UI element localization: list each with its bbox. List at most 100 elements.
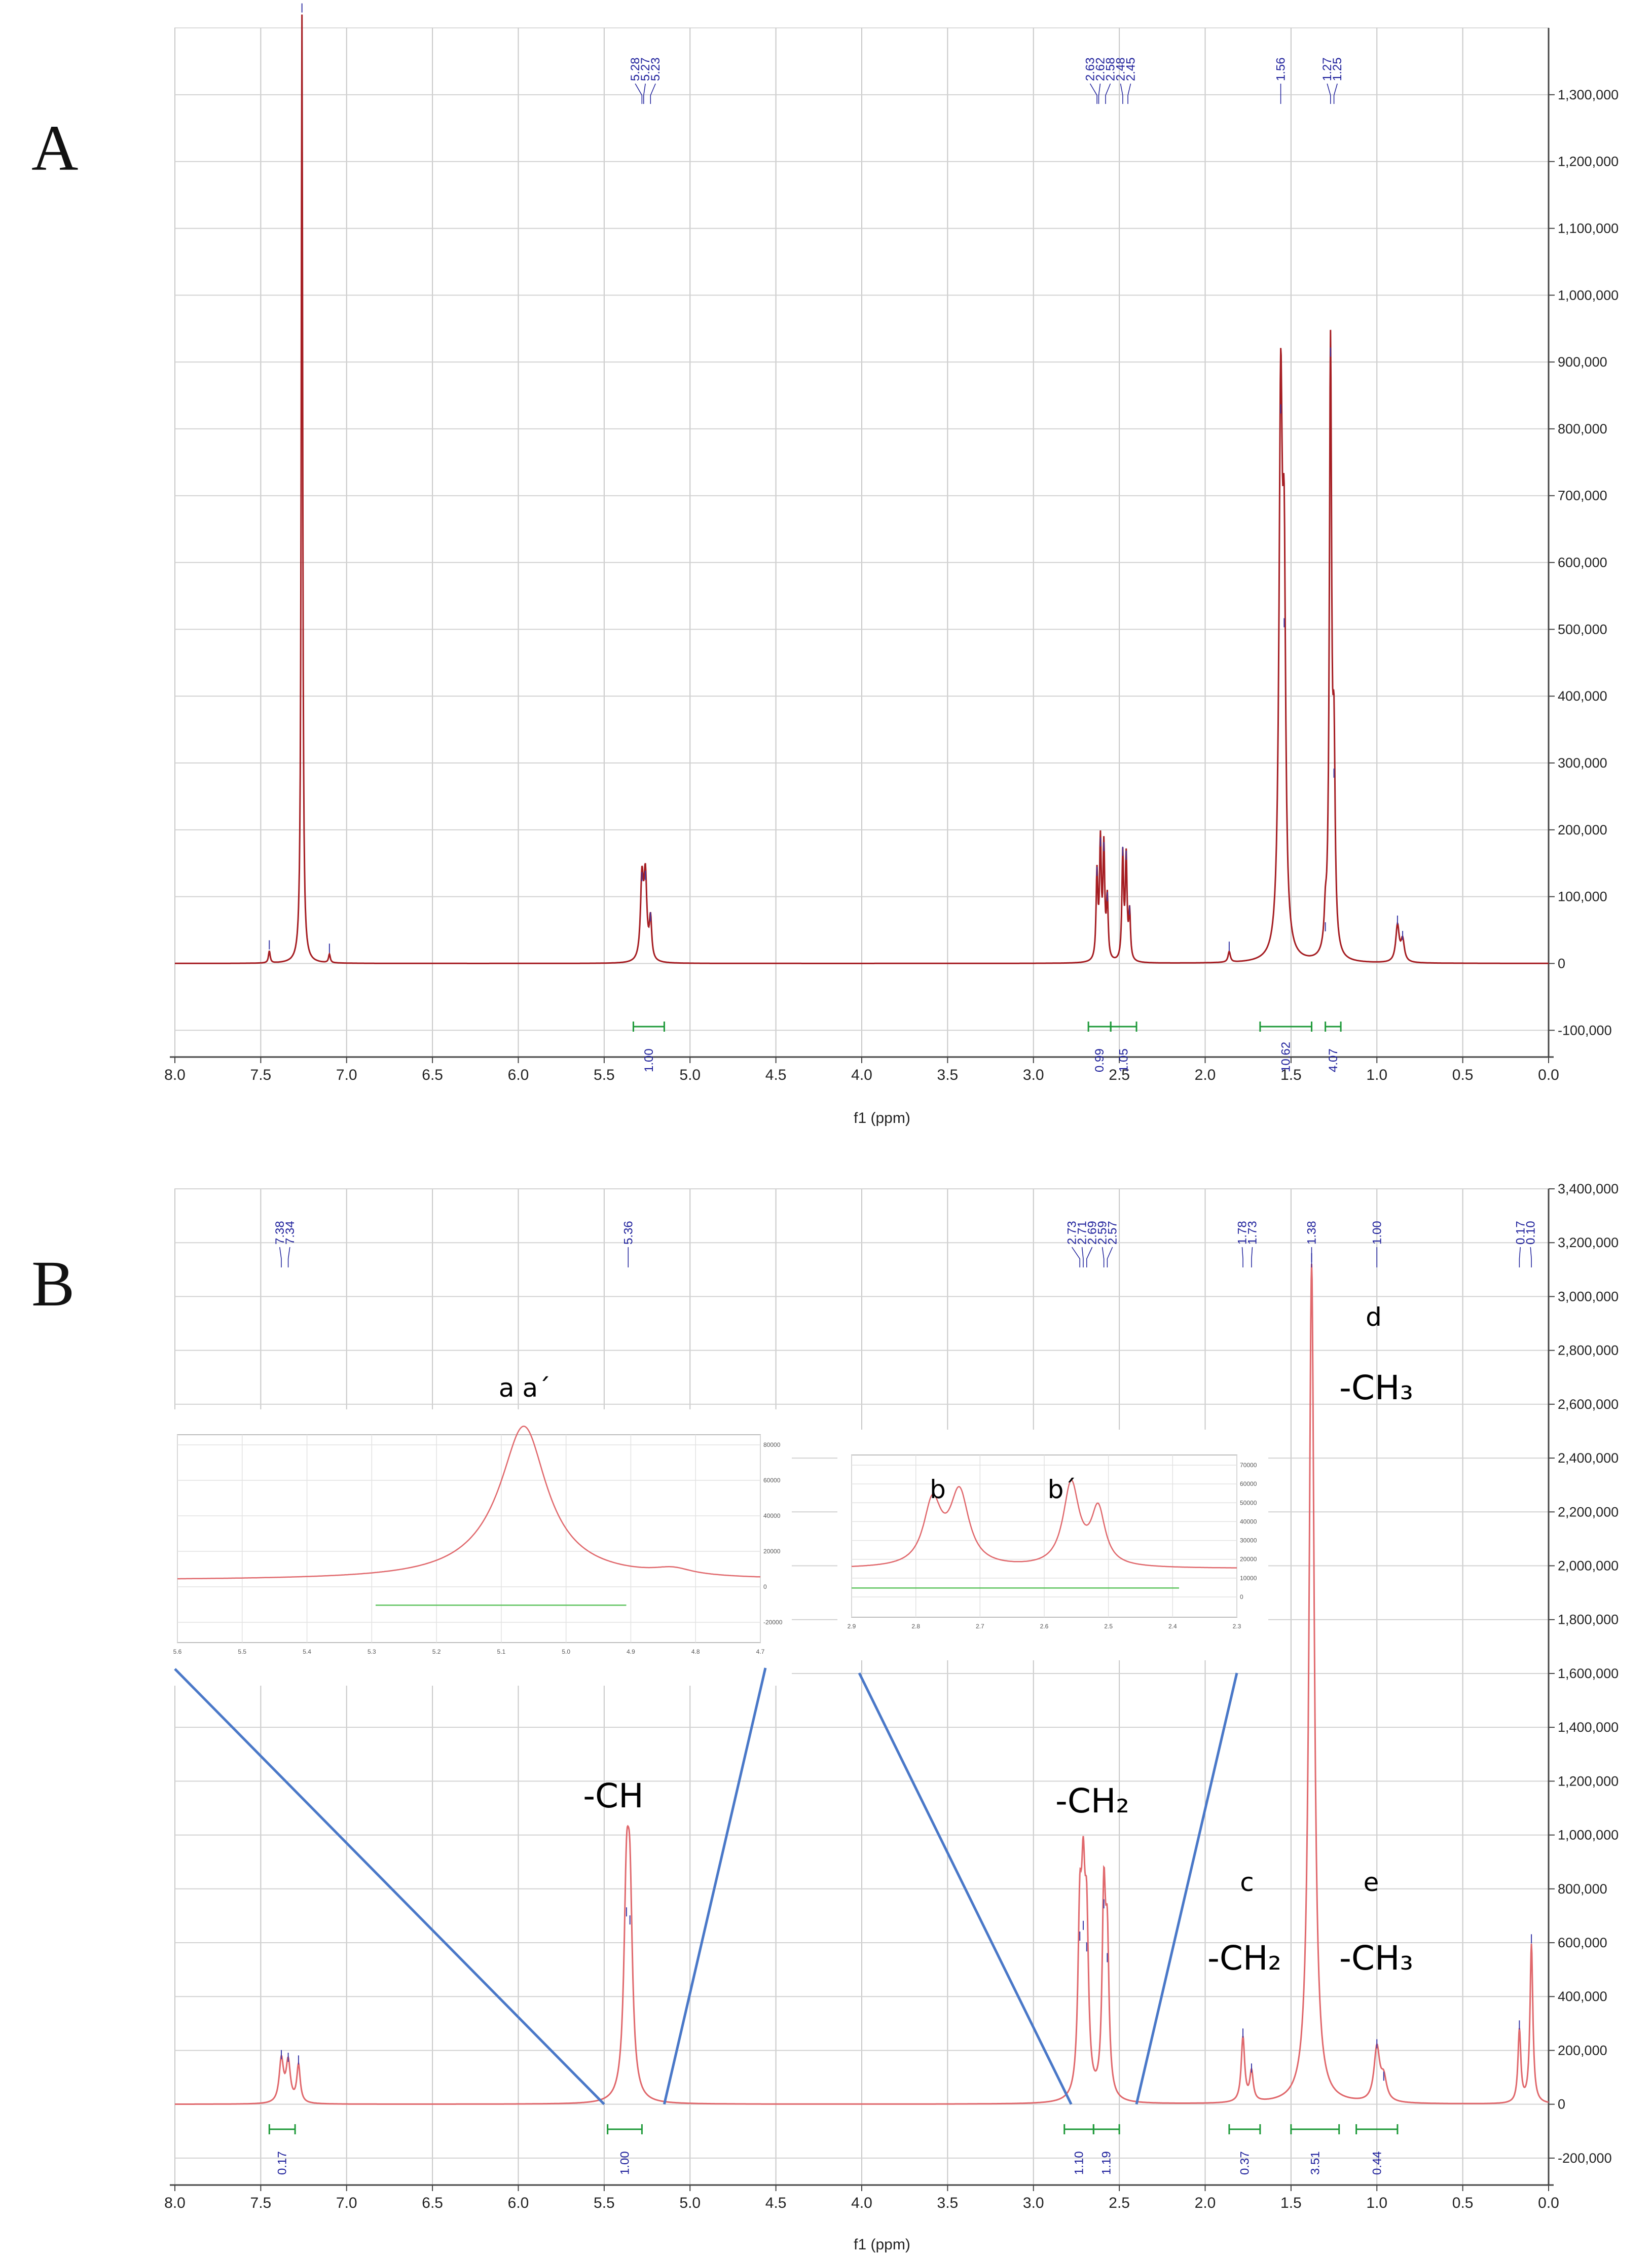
y-tick-label: 900,000	[1558, 354, 1607, 370]
x-tick-label: 4.5	[765, 1067, 787, 1083]
inset-y-tick: 60000	[1240, 1480, 1257, 1487]
c-label: c	[1240, 1868, 1254, 1897]
inset-y-tick: 80000	[763, 1441, 781, 1448]
integral-value: 1.19	[1100, 2151, 1114, 2175]
inset-x-tick: 5.1	[497, 1648, 506, 1655]
peak-label: 2.71	[1076, 1221, 1089, 1245]
x-tick-label: 8.0	[164, 2195, 186, 2211]
peak-leader	[1327, 83, 1331, 104]
inset-x-tick: 4.9	[627, 1648, 635, 1655]
x-tick-label: 2.5	[1109, 2195, 1130, 2211]
y-tick-label: 0	[1558, 2097, 1565, 2112]
peak-label: 1.25	[1331, 57, 1344, 81]
y-tick-label: 400,000	[1558, 688, 1607, 704]
peak-leader	[287, 1247, 290, 1267]
y-tick-label: 3,400,000	[1558, 1181, 1619, 1196]
e-label: e	[1364, 1868, 1379, 1897]
peak-label: 2.48	[1114, 57, 1128, 81]
x-axis-label-a: f1 (ppm)	[854, 1110, 910, 1126]
y-tick-label: 200,000	[1558, 2043, 1607, 2058]
inset-x-tick: 5.2	[432, 1648, 441, 1655]
peak-label: 2.57	[1106, 1221, 1120, 1245]
inset-x-tick: 2.8	[911, 1623, 920, 1630]
integral-value: 0.37	[1238, 2151, 1252, 2175]
peak-leader	[1519, 1247, 1521, 1267]
integral-value: 0.44	[1370, 2151, 1384, 2175]
peak-label: 2.58	[1104, 57, 1118, 81]
x-tick-label: 3.5	[937, 1067, 959, 1083]
peak-leader	[1333, 83, 1338, 104]
b-label: b	[930, 1475, 946, 1504]
x-tick-label: 3.0	[1023, 2195, 1044, 2211]
x-tick-label: 8.0	[164, 1067, 186, 1083]
peak-leader	[1105, 83, 1111, 104]
peak-leader	[1086, 1247, 1093, 1267]
x-tick-label: 1.0	[1366, 1067, 1387, 1083]
x-tick-label: 2.0	[1195, 2195, 1216, 2211]
x-tick-label: 1.5	[1280, 2195, 1302, 2211]
inset-y-tick: 20000	[1240, 1556, 1257, 1563]
x-tick-label: 0.0	[1538, 2195, 1559, 2211]
x-tick-label: 1.0	[1366, 2195, 1387, 2211]
y-tick-label: 500,000	[1558, 622, 1607, 637]
integral-value: 1.00	[642, 1048, 656, 1072]
inset-x-tick: 5.4	[303, 1648, 311, 1655]
inset-y-tick: 0	[1240, 1593, 1243, 1600]
x-tick-label: 3.5	[937, 2195, 959, 2211]
inset-x-tick: 4.8	[691, 1648, 700, 1655]
y-tick-label: 1,800,000	[1558, 1612, 1619, 1627]
peak-leader	[1241, 1247, 1243, 1267]
y-tick-label: 1,400,000	[1558, 1720, 1619, 1735]
y-tick-label: 1,100,000	[1558, 221, 1619, 236]
y-tick-label: 800,000	[1558, 1881, 1607, 1897]
spectrum-panel-b: 8.0 7.5 7.0 6.5 6.0 5.5 5.0 4.5 4.0 3.5 3.0 2.5 2.0 1…	[164, 1181, 1619, 2211]
spectrum-line	[175, 14, 1549, 964]
peak-label: 0.10	[1524, 1221, 1537, 1245]
peak-label: 2.59	[1096, 1221, 1110, 1245]
inset-y-tick: 20000	[763, 1548, 781, 1555]
peak-leader	[279, 1247, 282, 1267]
x-tick-label: 3.0	[1023, 1067, 1044, 1083]
peak-leader	[643, 83, 646, 104]
y-tick-label: 800,000	[1558, 421, 1607, 436]
peak-label: 0.17	[1514, 1221, 1527, 1245]
x-tick-label: 6.0	[508, 1067, 529, 1083]
inset-background	[837, 1430, 1268, 1660]
x-tick-label: 0.5	[1452, 2195, 1474, 2211]
inset-background	[163, 1409, 792, 1686]
ch2-label: -CH₂	[1055, 1781, 1129, 1821]
peak-leader	[1081, 1247, 1084, 1267]
peak-leader	[1098, 83, 1101, 104]
inset-x-tick: 5.5	[238, 1648, 246, 1655]
inset-x-tick: 5.6	[173, 1648, 182, 1655]
peak-leader	[650, 83, 656, 104]
b-prime-label: b´	[1048, 1475, 1077, 1504]
y-tick-label: 3,200,000	[1558, 1235, 1619, 1250]
peak-label: 5.36	[621, 1221, 635, 1245]
peak-label: 1.27	[1320, 57, 1334, 81]
peak-label: 2.69	[1086, 1221, 1099, 1245]
y-tick-label: 600,000	[1558, 555, 1607, 570]
zoom-connector-line	[1135, 1672, 1238, 2105]
integral-value: 0.17	[276, 2151, 289, 2175]
y-tick-label: 1,200,000	[1558, 1773, 1619, 1789]
x-tick-label: 7.0	[336, 2195, 357, 2211]
peak-leader	[1071, 1247, 1080, 1267]
peak-label: 5.28	[629, 57, 642, 81]
peak-label: 2.63	[1084, 57, 1097, 81]
zoom-connector-line	[663, 1667, 767, 2105]
peak-label: 5.23	[649, 57, 663, 81]
x-tick-label: 7.5	[250, 2195, 272, 2211]
x-tick-label: 4.5	[765, 2195, 787, 2211]
y-tick-label: 600,000	[1558, 1935, 1607, 1950]
x-tick-label: 6.5	[422, 2195, 443, 2211]
panel-b-label: B	[31, 1248, 75, 1320]
e-ch3-label: -CH₃	[1339, 1939, 1413, 1978]
c-ch2-label: -CH₂	[1207, 1939, 1281, 1978]
peak-leader	[1251, 1247, 1253, 1267]
y-tick-label: 2,000,000	[1558, 1558, 1619, 1574]
inset-x-tick: 2.7	[976, 1623, 984, 1630]
x-tick-label: 0.0	[1538, 1067, 1559, 1083]
y-tick-label: 1,300,000	[1558, 87, 1619, 102]
inset-x-tick: 2.6	[1040, 1623, 1049, 1630]
